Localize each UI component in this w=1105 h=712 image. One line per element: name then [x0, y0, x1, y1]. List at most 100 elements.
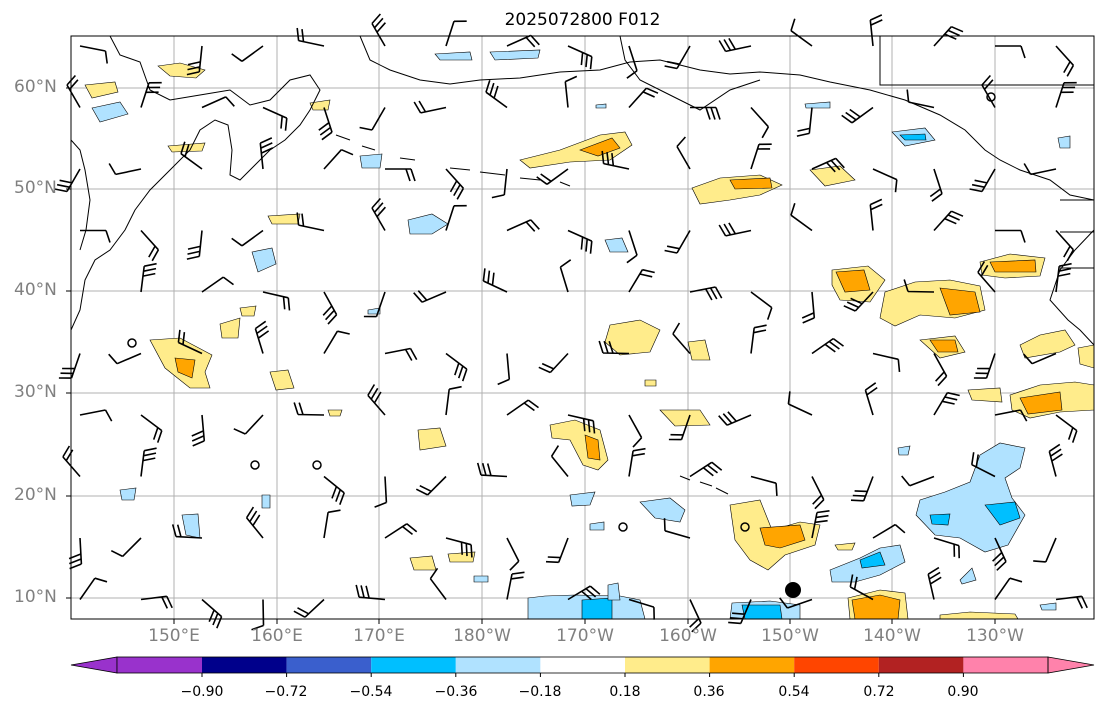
wind-barb	[933, 353, 948, 387]
colorbar-tick-label: 0.36	[693, 684, 725, 700]
wind-barb	[869, 198, 883, 231]
wind-barb	[906, 89, 935, 109]
wind-barb	[385, 168, 416, 182]
wind-barb	[58, 353, 81, 379]
wind-barb	[567, 229, 593, 254]
wind-barb	[750, 106, 770, 139]
wind-barb	[259, 137, 274, 170]
wind-barb	[201, 598, 223, 629]
wind-barb	[108, 352, 142, 365]
wind-barb	[995, 45, 1026, 59]
wind-barb	[413, 100, 447, 114]
colorbar-tick-label: 0.54	[778, 684, 810, 700]
wind-barb	[445, 204, 467, 231]
wind-barb	[564, 75, 578, 108]
wind-barb	[1033, 537, 1057, 563]
wind-barb	[363, 291, 386, 318]
wind-barb	[445, 537, 473, 558]
wind-barb	[415, 475, 447, 496]
wind-barb	[497, 353, 511, 386]
wind-barb	[201, 96, 235, 109]
wind-barb	[1023, 163, 1057, 176]
wind-barb	[374, 476, 388, 508]
wind-barb	[293, 402, 325, 416]
wind-barb	[901, 475, 935, 487]
wind-barb	[491, 168, 508, 199]
wind-barb	[323, 330, 350, 354]
map-title: 2025072800 F012	[504, 10, 661, 30]
colorbar-frame	[116, 656, 1049, 674]
wind-barb	[811, 157, 845, 173]
wind-barb	[796, 107, 813, 137]
wind-barb	[445, 385, 462, 416]
lon-label-130w: 130°W	[966, 626, 1024, 646]
wind-barb	[728, 599, 752, 625]
wind-barb	[180, 141, 203, 170]
wind-barb	[110, 537, 142, 558]
colorbar-tick-label: −0.90	[180, 684, 224, 700]
lat-label-30n: 30°N	[14, 382, 57, 402]
wind-barb	[790, 202, 813, 232]
wind-barb	[601, 150, 630, 170]
wind-barb	[140, 229, 160, 262]
wind-barb	[626, 45, 638, 79]
wind-barb	[628, 414, 643, 448]
wind-barb	[981, 74, 996, 108]
wind-barb	[689, 286, 723, 301]
wind-barb	[384, 347, 418, 361]
wind-barb	[384, 523, 418, 539]
lon-label-150w: 150°W	[761, 626, 819, 646]
wind-barb	[929, 168, 943, 202]
lat-label-40n: 40°N	[14, 280, 57, 300]
wind-barb	[933, 391, 960, 416]
wind-barb	[506, 399, 539, 416]
colorbar-extend-low	[70, 656, 118, 674]
wind-barb	[476, 462, 508, 478]
positive-anomaly-areas	[84, 62, 1094, 619]
wind-barb	[80, 229, 111, 243]
wind-barb	[750, 143, 772, 170]
wind-barb	[140, 414, 163, 443]
wind-barb	[323, 475, 345, 505]
wind-barb	[1055, 595, 1088, 609]
wind-barb	[927, 566, 942, 600]
colorbar-segment	[878, 657, 964, 673]
wind-barb	[718, 37, 752, 53]
wind-barb	[545, 537, 569, 564]
wind-barb	[445, 20, 467, 47]
wind-barb	[482, 268, 508, 293]
lon-label-170w: 170°W	[556, 626, 614, 646]
wind-barb	[567, 414, 596, 434]
wind-barb	[550, 445, 569, 478]
colorbar-segment	[202, 657, 287, 673]
colorbar-segment	[286, 657, 372, 673]
wind-barb	[559, 259, 572, 293]
colorbar-segment	[117, 657, 202, 673]
wind-barb	[933, 537, 960, 559]
lat-label-60n: 60°N	[14, 77, 57, 97]
calm-wind-circles	[127, 92, 996, 532]
colorbar-tick-label: −0.72	[264, 684, 308, 700]
wind-barb	[628, 268, 655, 293]
wind-barb	[995, 229, 1026, 243]
wind-barb	[413, 290, 447, 303]
colorbar-segment	[455, 657, 541, 673]
wind-barb	[977, 261, 996, 293]
wind-barb	[506, 537, 520, 571]
lon-label-180w: 180°W	[453, 626, 511, 646]
lon-label-140w: 140°W	[863, 626, 921, 646]
wind-barb	[811, 337, 844, 355]
colorbar-segment	[540, 657, 625, 673]
wind-barb	[1055, 81, 1077, 108]
wind-barb	[371, 197, 386, 231]
lon-label-160e: 160°E	[251, 626, 303, 646]
wind-barb	[359, 107, 386, 131]
colorbar-segment	[794, 657, 879, 673]
wind-barb	[850, 476, 874, 502]
colorbar-segment	[625, 657, 710, 673]
wind-barb	[750, 291, 773, 320]
wind-barb	[1023, 352, 1057, 365]
wind-barb	[254, 320, 270, 354]
colorbar-segment	[709, 657, 795, 673]
